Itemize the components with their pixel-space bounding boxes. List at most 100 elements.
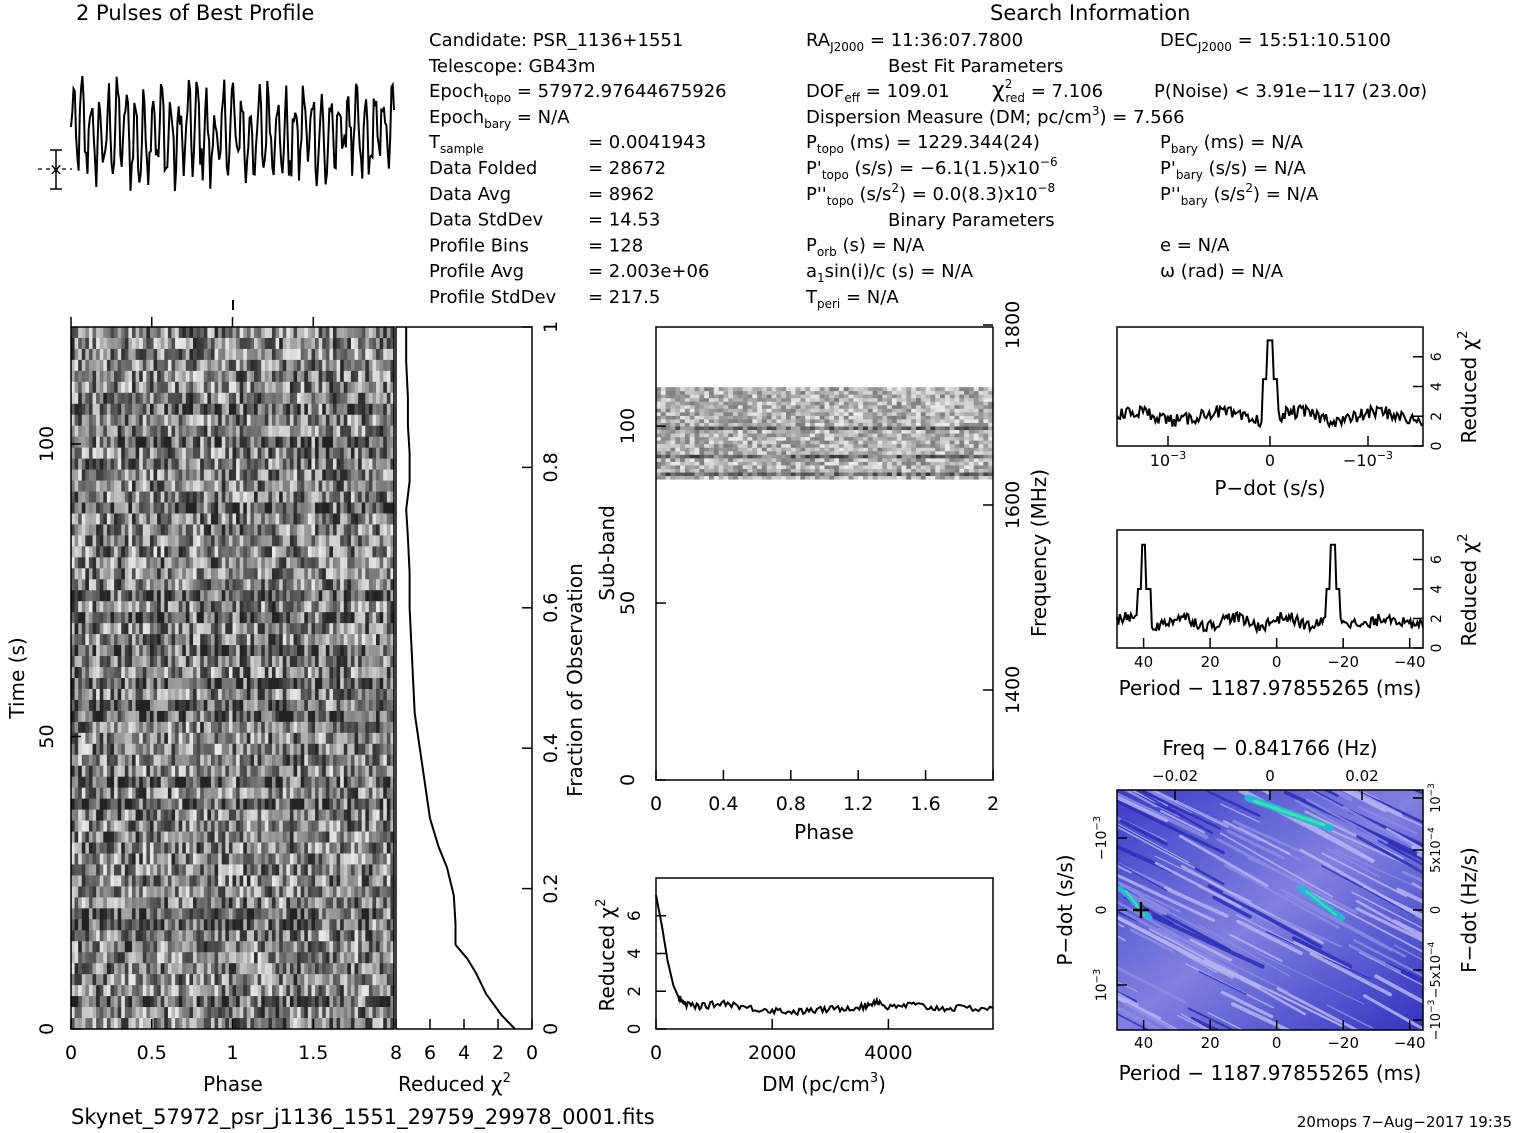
p-pdot-plot: 40 20 0 −20 −40 −0.02 0 0.02 10−3 0 −10−3 −10−3 −5x1… [1053, 736, 1481, 1085]
candidate-info: Candidate: PSR_1136+1551 Telescope: GB43… [428, 30, 727, 308]
p-pdot-ytick: 10−3 [1092, 969, 1110, 1002]
subband-row [656, 433, 994, 438]
pnoise-line: P(Noise) < 3.91e−117 (23.0σ) [1154, 81, 1427, 102]
subband-row [656, 426, 994, 431]
pdot-ytick: 2 [1429, 412, 1445, 421]
subband-xtick: 0.8 [776, 793, 806, 815]
search-info: RAJ2000 = 11:36:07.7800 DECJ2000 = 15:51… [805, 30, 1427, 311]
subband-ytick: 50 [617, 591, 639, 615]
time-phase-row [71, 952, 395, 964]
p-pdot-map [1117, 790, 1423, 1030]
time-phase-ticks: 0 0.5 1 1.5 0 50 100 [36, 300, 328, 1064]
time-phase-plot: 0 0.5 1 1.5 0 50 100 Phase Time (s) [5, 300, 395, 1096]
subband-row [656, 440, 994, 445]
period-xtick: 0 [1272, 653, 1282, 671]
dm-chi2-plot: 0 2000 4000 0 2 4 6 DM (pc/cm3) Reduced χ2 [594, 877, 994, 1096]
dm-xlabel: DM (pc/cm3) [762, 1071, 886, 1096]
subband-xlabel: Phase [794, 820, 854, 844]
time-phase-row [71, 348, 395, 361]
p-pdot-toptick: 0 [1265, 767, 1275, 785]
telescope-line: Telescope: GB43m [428, 56, 595, 77]
candidate-row-label: Profile Avg [429, 261, 524, 282]
frequency-tick: 1600 [1002, 481, 1024, 529]
subband-row [656, 472, 994, 477]
subband-xtick: 1.6 [910, 793, 940, 815]
time-phase-row [71, 667, 395, 679]
candidate-row-value: = 14.53 [588, 210, 660, 231]
time-phase-row [71, 634, 395, 646]
time-phase-row [71, 447, 395, 459]
candidate-row-label: Data Avg [429, 184, 511, 205]
candidate-row-value: = 8962 [588, 184, 655, 205]
period-ytick: 6 [1429, 555, 1445, 564]
time-phase-row [71, 403, 395, 416]
subband-row [656, 475, 994, 480]
pdot-ytick: 4 [1429, 382, 1445, 391]
time-phase-row [71, 458, 395, 470]
dm-xtick: 2000 [748, 1042, 796, 1064]
subband-xtick: 0 [650, 793, 662, 815]
time-chi2-ticks: 8 6 4 2 00.20.40.60.810 [390, 321, 562, 1064]
p-pdot-xtick: 40 [1134, 1034, 1153, 1052]
profile-error-bar: × [38, 149, 72, 190]
period-ylabel: Reduced χ2 [1456, 534, 1481, 647]
time-phase-row [71, 1007, 395, 1019]
subband-row [656, 419, 994, 423]
time-chi2-trace [405, 327, 516, 1030]
pdot-chi2-trace [1116, 339, 1424, 429]
dec-line: DECJ2000 = 15:51:10.5100 [1160, 30, 1391, 54]
candidate-row-label: Data Folded [429, 158, 537, 179]
e-line: e = N/A [1160, 235, 1230, 256]
dm-ytick: 0 [625, 1024, 645, 1035]
time-phase-row [71, 908, 395, 920]
time-phase-row [71, 337, 395, 350]
chi2-line: χ2 red = 7.106 [992, 77, 1103, 105]
time-phase-row [71, 491, 395, 503]
time-chi2-ytick: 0.8 [540, 452, 562, 482]
dm-ytick: 4 [625, 948, 645, 959]
best-fit-title: Best Fit Parameters [888, 56, 1063, 77]
subband-row [656, 408, 994, 413]
p-pdot-xtick: −20 [1327, 1034, 1359, 1052]
porb-line: Porb (s) = N/A [806, 235, 925, 259]
time-phase-xtick: 1.5 [298, 1042, 328, 1064]
fdot-tick: 5x10−4 [1427, 827, 1444, 873]
pddbary-line: P''bary (s/s2) = N/A [1160, 181, 1319, 208]
time-phase-row [71, 612, 395, 624]
time-phase-xtick: 0 [65, 1042, 77, 1064]
time-phase-ylabel: Time (s) [5, 637, 29, 719]
frequency-label: Frequency (MHz) [1027, 469, 1051, 637]
dm-ytick: 2 [625, 986, 645, 997]
ra-line: RAJ2000 = 11:36:07.7800 [806, 30, 1023, 54]
epoch-topo-line: Epochtopo = 57972.97644675926 [429, 81, 727, 105]
period-ytick: 2 [1429, 614, 1445, 623]
period-xtick: 20 [1201, 653, 1220, 671]
pdot-xtick: 10−3 [1150, 449, 1187, 470]
p-pdot-toptick: 0.02 [1345, 767, 1378, 785]
subband-row [656, 422, 994, 427]
epoch-bary-line: Epochbary = N/A [429, 107, 570, 131]
time-phase-row [71, 732, 395, 745]
pdbary-line: P'bary (s/s) = N/A [1160, 158, 1306, 182]
fdot-tick: 0 [1429, 906, 1444, 914]
p-pdot-ylabel: P−dot (s/s) [1053, 854, 1077, 965]
time-phase-ytick: 100 [36, 426, 58, 462]
pdot-chi2-plot: 10−3 0 −10−3 0 2 4 6 P−dot (s/s) Reduced χ2 [1116, 326, 1481, 500]
time-phase-row [71, 392, 395, 405]
time-phase-heatmap [71, 327, 395, 1030]
subband-row [656, 411, 994, 416]
fdot-label: F−dot (Hz/s) [1457, 847, 1481, 973]
profile-title: 2 Pulses of Best Profile [76, 1, 314, 25]
candidate-row-label: Profile Bins [429, 235, 529, 256]
p-pdot-ytick: 0 [1094, 906, 1110, 915]
p-pdot-xtick: −40 [1394, 1034, 1426, 1052]
frequency-tick: 1400 [1002, 666, 1024, 714]
time-phase-row [71, 710, 395, 723]
a1-line: a1sin(i)/c (s) = N/A [806, 261, 974, 285]
best-fit-marker-icon [1133, 902, 1149, 918]
candidate-rows: Data Folded = 28672 Data Avg = 8962 Data Std… [429, 158, 709, 308]
subband-ticks: 0 0.4 0.8 1.2 1.6 2 0 50 100 1400 1600 1800 [617, 301, 1024, 815]
time-phase-row [71, 798, 395, 810]
